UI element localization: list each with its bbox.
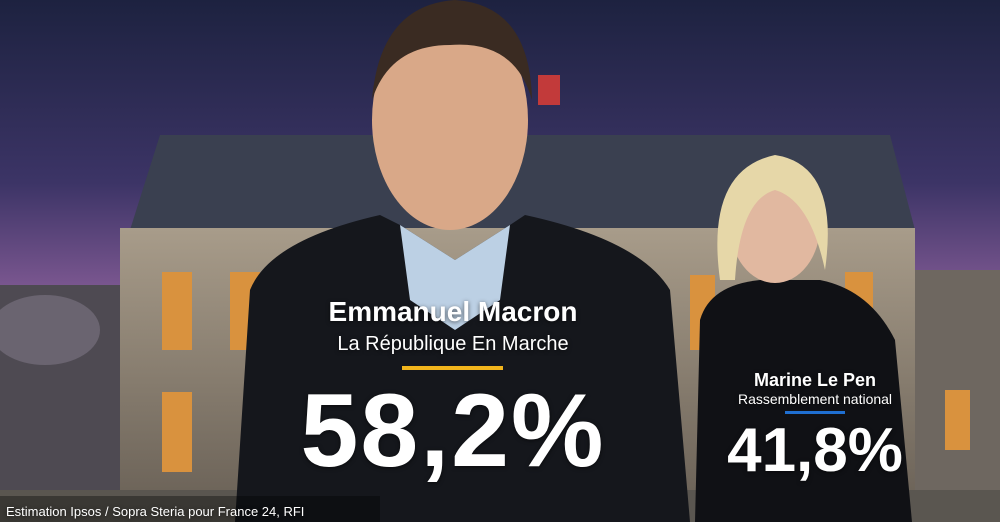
lepen-hair — [717, 155, 828, 280]
candidate-party: Rassemblement national — [737, 391, 893, 407]
source-note: Estimation Ipsos / Sopra Steria pour Fra… — [6, 504, 305, 519]
roof — [130, 135, 915, 230]
macron-hair — [372, 0, 532, 100]
party-color-bar — [785, 411, 845, 414]
source-band — [0, 496, 380, 522]
party-color-bar — [402, 366, 503, 370]
dome — [0, 295, 100, 365]
candidate-score: 41,8% — [727, 416, 903, 485]
lepen-suit — [695, 280, 912, 522]
candidate-score: 58,2% — [300, 373, 606, 489]
candidate-name: Marine Le Pen — [753, 370, 877, 390]
macron-face — [372, 10, 528, 230]
macron-shirt — [400, 225, 510, 330]
candidate-name: Emmanuel Macron — [328, 296, 578, 327]
candidate-party: La République En Marche — [337, 333, 569, 355]
flag — [538, 75, 560, 105]
